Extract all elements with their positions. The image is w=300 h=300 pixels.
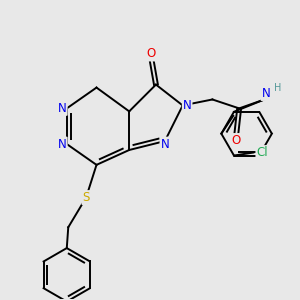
Text: O: O [232,134,241,147]
Text: N: N [58,138,67,151]
Text: Cl: Cl [256,146,268,159]
Text: O: O [147,47,156,61]
Text: N: N [183,99,191,112]
Text: N: N [160,138,169,151]
Text: H: H [274,82,281,93]
Text: N: N [262,87,270,100]
Text: N: N [58,102,67,115]
Text: S: S [82,191,90,204]
